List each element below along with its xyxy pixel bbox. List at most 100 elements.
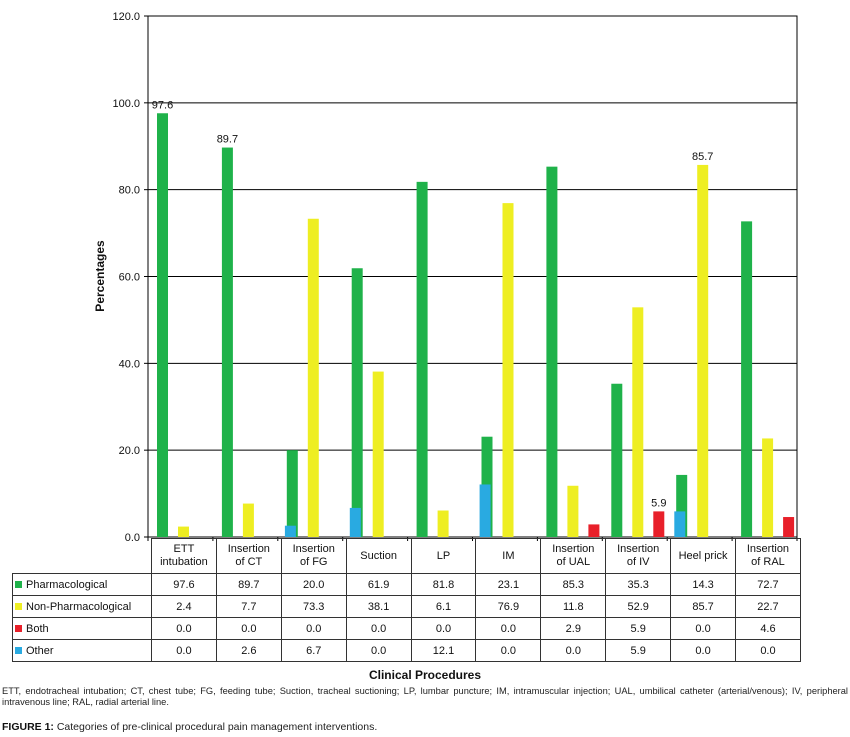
table-cell: 76.9: [475, 595, 542, 618]
table-cell: 0.0: [151, 617, 217, 640]
bar-pharmacological-3: [286, 450, 298, 537]
category-label: ETT intubation: [151, 538, 217, 574]
bar-pharmacological-8: [611, 383, 623, 537]
legend-swatch: [15, 625, 22, 633]
category-label: Insertion of CT: [215, 538, 282, 574]
y-tick-label: 20.0: [119, 445, 140, 457]
table-cell: 72.7: [735, 573, 801, 596]
bar-other-5: [479, 484, 491, 537]
bar-non-pharmacological-2: [242, 503, 254, 537]
table-cell: 12.1: [410, 639, 477, 662]
category-label: IM: [475, 538, 542, 574]
bar-non-pharmacological-8: [632, 307, 644, 537]
bar-pharmacological-2: [221, 147, 233, 538]
table-cell: 89.7: [215, 573, 282, 596]
caption-label: FIGURE 1:: [2, 721, 54, 733]
table-row: Non-Pharmacological 2.4 7.7 73.3 38.1 6.1 76.9…: [12, 595, 801, 618]
category-label: Insertion of FG: [280, 538, 347, 574]
bar-pharmacological-5: [416, 181, 428, 537]
table-cell: 81.8: [410, 573, 477, 596]
legend-entry: Non-Pharmacological: [12, 595, 152, 618]
table-cell: 11.8: [540, 595, 607, 618]
bar-other-3: [349, 507, 361, 537]
table-cell: 0.0: [670, 639, 737, 662]
table-cell: 0.0: [475, 617, 542, 640]
table-cell: 23.1: [475, 573, 542, 596]
table-cell: 0.0: [151, 639, 217, 662]
bar-both-10: [783, 517, 795, 537]
bar-pharmacological-10: [741, 221, 753, 537]
data-table: ETT intubation Insertion of CT Insertion of F…: [12, 538, 801, 662]
table-row: Other 0.0 2.6 6.7 0.0 12.1 0.0 0.0 5.9 0.0 0.0: [12, 639, 801, 662]
category-label: LP: [410, 538, 477, 574]
table-cell: 35.3: [605, 573, 672, 596]
bar-pharmacological-1: [157, 113, 168, 538]
y-tick-label: 40.0: [119, 358, 140, 370]
category-label: Insertion of RAL: [735, 538, 801, 574]
bar-non-pharmacological-1: [178, 526, 189, 537]
legend-swatch: [15, 603, 22, 611]
table-cell: 85.7: [670, 595, 737, 618]
bar-pharmacological-9: [676, 474, 688, 537]
bar-non-pharmacological-4: [372, 371, 384, 537]
table-cell: 0.0: [410, 617, 477, 640]
bar-non-pharmacological-10: [762, 438, 774, 537]
bar-both-8: [653, 511, 665, 537]
legend-entry: Other: [12, 639, 152, 662]
table-cell: 73.3: [280, 595, 347, 618]
table-cell: 97.6: [151, 573, 217, 596]
table-row: Pharmacological 97.6 89.7 20.0 61.9 81.8 23.1 8…: [12, 573, 801, 596]
table-cell: 0.0: [280, 617, 347, 640]
bar-non-pharmacological-3: [307, 218, 319, 537]
table-cell: 0.0: [670, 617, 737, 640]
table-cell: 52.9: [605, 595, 672, 618]
bar-pharmacological-7: [546, 166, 558, 538]
table-cell: 85.3: [540, 573, 607, 596]
bar-both-7: [588, 524, 600, 537]
table-cell: 5.9: [605, 639, 672, 662]
table-cell: 4.6: [735, 617, 801, 640]
table-cell: 2.9: [540, 617, 607, 640]
bar-non-pharmacological-7: [567, 485, 579, 537]
category-label: Heel prick: [670, 538, 737, 574]
table-row: Both 0.0 0.0 0.0 0.0 0.0 0.0 2.9 5.9 0.0 4.6: [12, 617, 801, 640]
bar-other-8: [674, 511, 686, 537]
footnote: ETT, endotracheal intubation; CT, chest …: [2, 686, 848, 707]
table-cell: 14.3: [670, 573, 737, 596]
category-label: Insertion of IV: [605, 538, 672, 574]
table-cell: 2.4: [151, 595, 217, 618]
data-label: 89.7: [217, 134, 238, 146]
table-cell: 2.6: [215, 639, 282, 662]
y-tick-label: 120.0: [112, 11, 140, 23]
y-tick-label: 80.0: [119, 185, 140, 197]
legend-swatch: [15, 581, 22, 589]
legend-entry: Both: [12, 617, 152, 640]
bar-other-2: [284, 525, 296, 537]
x-axis-title: Clinical Procedures: [368, 668, 482, 682]
table-cell: 0.0: [735, 639, 801, 662]
legend-swatch: [15, 647, 22, 655]
caption-text: Categories of pre-clinical procedural pa…: [53, 721, 378, 733]
bar-pharmacological-4: [351, 268, 363, 537]
table-cell: 5.9: [605, 617, 672, 640]
data-label: 85.7: [692, 151, 713, 163]
table-cell: 0.0: [345, 617, 412, 640]
table-cell: 22.7: [735, 595, 801, 618]
table-cell: 7.7: [215, 595, 282, 618]
category-label: Insertion of UAL: [540, 538, 607, 574]
table-cell: 0.0: [215, 617, 282, 640]
y-tick-label: 100.0: [112, 98, 140, 110]
table-cell: 61.9: [345, 573, 412, 596]
bar-non-pharmacological-5: [437, 510, 449, 537]
table-cell: 0.0: [345, 639, 412, 662]
table-corner: [12, 538, 152, 574]
data-label: 97.6: [152, 99, 173, 111]
y-tick-label: 60.0: [119, 272, 140, 284]
bar-non-pharmacological-9: [697, 164, 709, 537]
category-label: Suction: [345, 538, 412, 574]
table-cell: 6.1: [410, 595, 477, 618]
y-axis-title: Percentages: [93, 240, 107, 312]
legend-entry: Pharmacological: [12, 573, 152, 596]
table-cell: 20.0: [280, 573, 347, 596]
